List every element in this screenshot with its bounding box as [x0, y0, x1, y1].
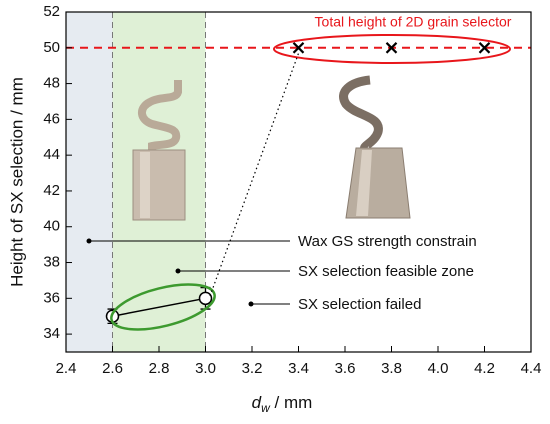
connector	[209, 51, 300, 297]
y-tick-label: 48	[43, 75, 60, 92]
annotation: SX selection feasible zone	[298, 263, 474, 280]
highlight-ellipse	[110, 283, 216, 331]
x-label-symbol: d	[252, 393, 262, 412]
x-tick-label: 2.6	[102, 360, 123, 377]
y-tick-label: 34	[43, 325, 60, 342]
connect-line	[112, 297, 206, 317]
x-tick-label: 3.4	[288, 360, 309, 377]
y-axis-label: Height of SX selection / mm	[7, 77, 26, 287]
x-tick-label: 4.0	[428, 360, 449, 377]
plot: 2.4 2.6 2.8 3.0 3.2 3.4 3.6 3.8 4.0 4.2 4.4 34 36 38 4…	[43, 3, 541, 377]
cross	[385, 42, 398, 54]
cross	[478, 42, 491, 54]
cross	[292, 42, 305, 54]
x-tick-label: 3.2	[242, 360, 263, 377]
x-label-subscript: w	[261, 401, 271, 415]
y-tick-label: 42	[43, 182, 60, 199]
y-tick-label: 50	[43, 39, 60, 56]
x-tick-label: 4.4	[521, 360, 542, 377]
annotation: Total height of 2D grain selector	[315, 14, 512, 30]
selector-image-left	[132, 80, 186, 221]
y-tick-label: 38	[43, 253, 60, 270]
x-axis-label: dw / mm	[252, 393, 313, 415]
annotation: Wax GS strength constrain	[298, 233, 477, 250]
x-tick-label: 3.8	[381, 360, 402, 377]
y-tick-label: 40	[43, 218, 60, 235]
x-tick-label: 4.2	[474, 360, 495, 377]
point	[198, 291, 213, 306]
annotation: SX selection failed	[298, 296, 421, 313]
x-tick-label: 2.8	[149, 360, 170, 377]
selector-image-right	[339, 75, 411, 219]
region	[66, 12, 113, 352]
x-tick-label: 3.0	[195, 360, 216, 377]
x-tick-label: 2.4	[56, 360, 77, 377]
y-tick-label: 46	[43, 110, 60, 127]
x-label-unit: / mm	[270, 393, 313, 412]
y-tick-label: 36	[43, 289, 60, 306]
highlight-ellipse	[273, 34, 511, 64]
y-tick-label: 52	[43, 3, 60, 20]
y-tick-label: 44	[43, 146, 60, 163]
x-tick-label: 3.6	[335, 360, 356, 377]
